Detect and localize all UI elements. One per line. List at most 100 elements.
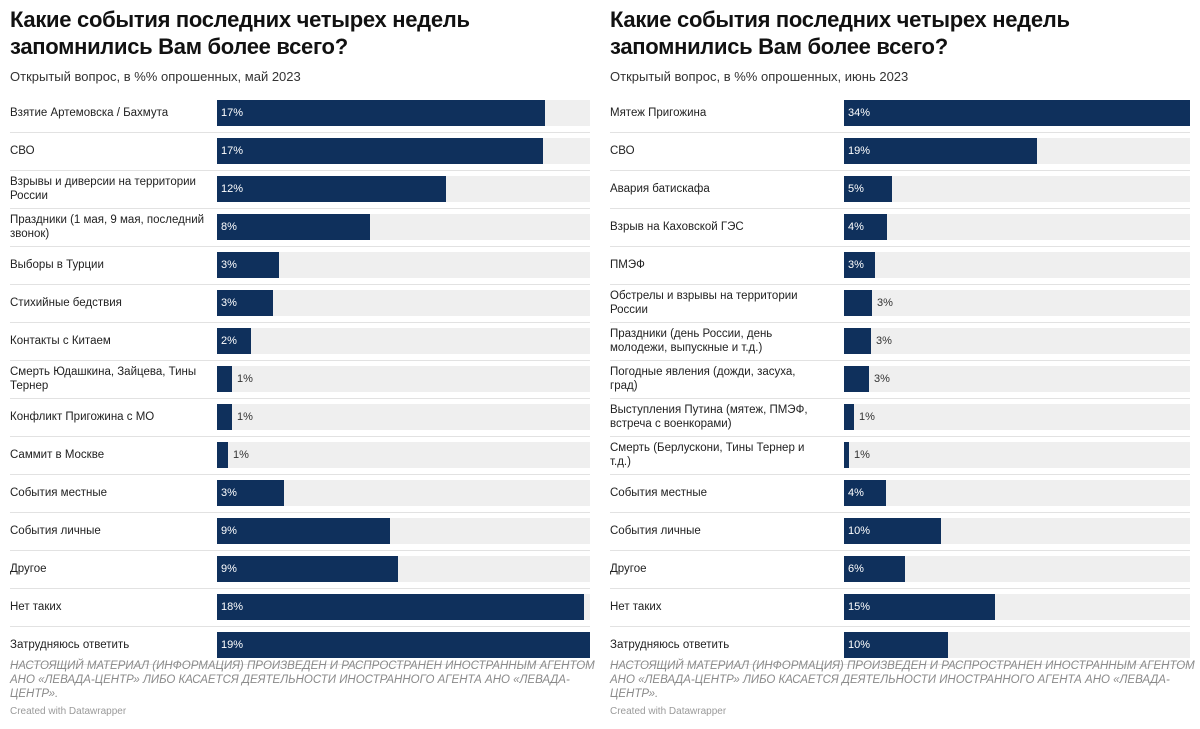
chart-subtitle: Открытый вопрос, в %% опрошенных, май 20… [10, 69, 301, 84]
category-label: СВО [610, 145, 635, 157]
category-label: Контакты с Китаем [10, 335, 111, 347]
category-label: События личные [10, 525, 101, 537]
bar-track: 1% [844, 404, 1190, 430]
bar-track: 9% [217, 556, 590, 582]
bar-row: Другое 9% [10, 551, 590, 589]
value-label: 5% [848, 183, 864, 195]
bar-row: Выступления Путина (мятеж, ПМЭФ, встреча… [610, 399, 1190, 437]
value-label: 9% [221, 563, 237, 575]
bar [217, 138, 543, 164]
bar-track: 5% [844, 176, 1190, 202]
bar [844, 214, 887, 240]
bar-track: 18% [217, 594, 590, 620]
value-label: 1% [237, 411, 253, 423]
bar-track: 1% [217, 366, 590, 392]
foreign-agent-note: НАСТОЯЩИЙ МАТЕРИАЛ (ИНФОРМАЦИЯ) ПРОИЗВЕД… [610, 660, 1195, 700]
bar [217, 366, 232, 392]
bar [217, 404, 232, 430]
bar [217, 556, 398, 582]
bar-row: СВО 17% [10, 133, 590, 171]
bar [844, 176, 892, 202]
bar-row: Выборы в Турции 3% [10, 247, 590, 285]
category-label: Обстрелы и взрывы на территории России [610, 290, 798, 316]
value-label: 6% [848, 563, 864, 575]
bar [844, 404, 854, 430]
bar [217, 214, 370, 240]
bar-track: 19% [844, 138, 1190, 164]
bar [217, 594, 584, 620]
value-label: 18% [221, 601, 244, 613]
bar-track: 3% [844, 290, 1190, 316]
category-label: Нет таких [610, 601, 662, 613]
value-label: 10% [848, 525, 871, 537]
bar-row: События местные 4% [610, 475, 1190, 513]
value-label: 4% [848, 487, 864, 499]
bar-track: 3% [844, 328, 1190, 354]
bar-row: События личные 10% [610, 513, 1190, 551]
value-label: 3% [221, 297, 237, 309]
bar [217, 632, 590, 658]
value-label: 3% [876, 335, 892, 347]
bar-row: События личные 9% [10, 513, 590, 551]
value-label: 1% [859, 411, 875, 423]
bar-track: 3% [844, 366, 1190, 392]
category-label: Нет таких [10, 601, 62, 613]
bar-row: Стихийные бедствия 3% [10, 285, 590, 323]
value-label: 17% [221, 107, 244, 119]
bar-row: Затрудняюсь ответить 10% [610, 627, 1190, 665]
category-label: Смерть Юдашкина, Зайцева, Тины Тернер [10, 366, 197, 392]
bar [217, 518, 390, 544]
value-label: 3% [874, 373, 890, 385]
category-label: Взрыв на Каховской ГЭС [610, 221, 744, 233]
datawrapper-credit: Created with Datawrapper [10, 706, 127, 717]
bar [217, 442, 228, 468]
chart-subtitle: Открытый вопрос, в %% опрошенных, июнь 2… [610, 69, 909, 84]
bar-track: 9% [217, 518, 590, 544]
bar [844, 328, 871, 354]
bar-track: 1% [844, 442, 1190, 468]
value-label: 3% [221, 487, 237, 499]
category-label: Праздники (день России, день молодежи, в… [610, 328, 773, 354]
value-label: 3% [877, 297, 893, 309]
category-label: Затрудняюсь ответить [610, 639, 730, 651]
chart-panel-may: Какие события последних четырех недель з… [10, 0, 600, 729]
bar-row: Затрудняюсь ответить 19% [10, 627, 590, 665]
bar-row: СВО 19% [610, 133, 1190, 171]
bar-row: Смерть (Берлускони, Тины Тернер и т.д.) 1… [610, 437, 1190, 475]
value-label: 15% [848, 601, 871, 613]
category-label: Погодные явления (дожди, засуха, град) [610, 366, 796, 392]
bar [217, 252, 279, 278]
bar-row: ПМЭФ 3% [610, 247, 1190, 285]
value-label: 12% [221, 183, 244, 195]
value-label: 3% [848, 259, 864, 271]
foreign-agent-note: НАСТОЯЩИЙ МАТЕРИАЛ (ИНФОРМАЦИЯ) ПРОИЗВЕД… [10, 660, 595, 700]
bar-row: Обстрелы и взрывы на территории России 3% [610, 285, 1190, 323]
datawrapper-credit: Created with Datawrapper [610, 706, 727, 717]
category-label: События личные [610, 525, 701, 537]
bar [844, 100, 1190, 126]
bar-track: 4% [844, 214, 1190, 240]
bar-track: 4% [844, 480, 1190, 506]
bar [844, 632, 948, 658]
bar-track: 1% [217, 404, 590, 430]
bar [844, 518, 941, 544]
bar [844, 138, 1037, 164]
bar-track: 6% [844, 556, 1190, 582]
bar-track: 1% [217, 442, 590, 468]
bar-row: Взятие Артемовска / Бахмута 17% [10, 95, 590, 133]
category-label: Другое [610, 563, 647, 575]
chart-title: Какие события последних четырех недель з… [610, 7, 1070, 59]
bar-track: 10% [844, 632, 1190, 658]
bar [217, 100, 545, 126]
bar-row: Смерть Юдашкина, Зайцева, Тины Тернер 1% [10, 361, 590, 399]
category-label: Мятеж Пригожина [610, 107, 707, 119]
category-label: Взрывы и диверсии на территории России [10, 176, 196, 202]
bar [844, 252, 875, 278]
bar-track: 3% [217, 290, 590, 316]
category-label: Затрудняюсь ответить [10, 639, 130, 651]
bar [844, 480, 886, 506]
bar-row: Погодные явления (дожди, засуха, град) 3% [610, 361, 1190, 399]
bar-row: Мятеж Пригожина 34% [610, 95, 1190, 133]
bar-track: 19% [217, 632, 590, 658]
bar-row: Взрывы и диверсии на территории России 12… [10, 171, 590, 209]
